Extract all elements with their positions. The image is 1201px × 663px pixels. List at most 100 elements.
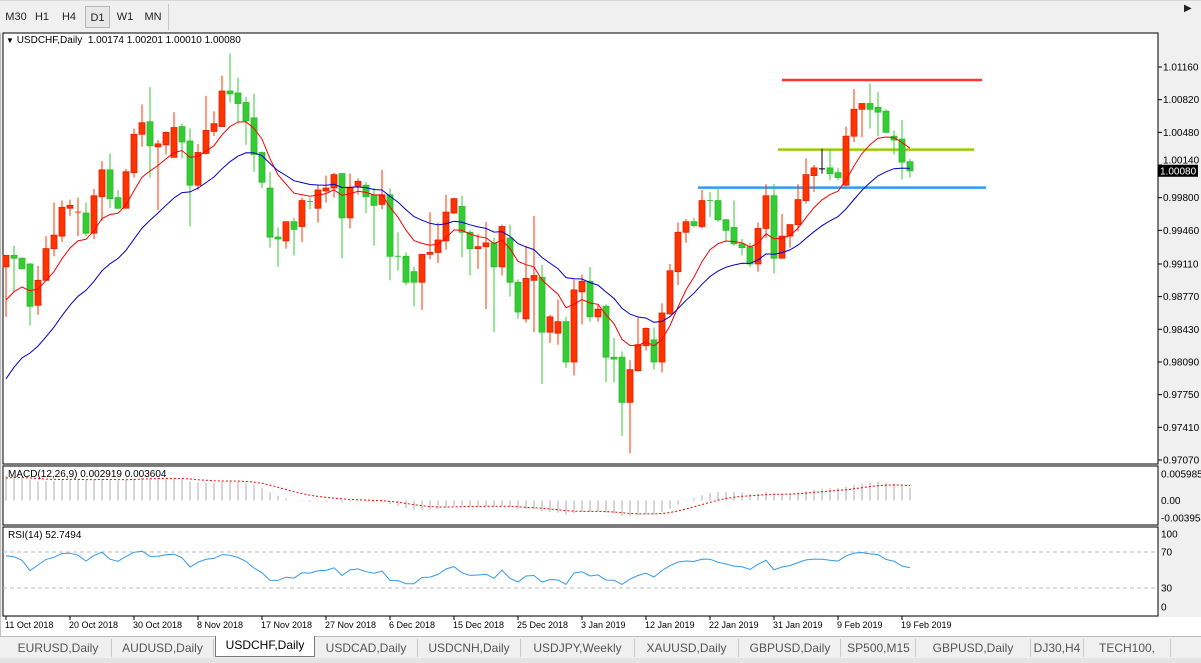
- candle-body: [90, 195, 98, 234]
- chart-tab[interactable]: DJ30,H4: [1031, 639, 1084, 657]
- candle-body: [754, 228, 762, 265]
- candle-body: [522, 277, 530, 320]
- candle-body: [642, 327, 650, 347]
- candle-body: [138, 122, 146, 135]
- macd-legend: MACD(12,26,9) 0.002919 0.003604: [8, 469, 167, 480]
- candle-body: [218, 90, 226, 127]
- candle-body: [714, 200, 722, 221]
- candle-body: [210, 123, 218, 132]
- chart-tab[interactable]: XAUUSD,Daily: [635, 639, 739, 657]
- rsi-tick-label: 100: [1161, 530, 1178, 541]
- rsi-line: [5, 550, 911, 586]
- candle-body: [154, 143, 162, 148]
- chart-tab[interactable]: USDCAD,Daily: [315, 639, 418, 657]
- dropdown-triangle-icon[interactable]: ▼: [6, 36, 14, 45]
- toolbar-divider: [168, 4, 169, 30]
- price-tick-label: 0.97750: [1163, 390, 1200, 401]
- candle-body: [810, 167, 818, 176]
- candle-body: [658, 312, 666, 363]
- candle-body: [170, 127, 178, 158]
- candle-body: [850, 108, 858, 137]
- ohlc-label: 1.00174 1.00201 1.00010 1.00080: [87, 35, 241, 46]
- price-tick-label: 1.01160: [1163, 63, 1199, 74]
- rsi-legend: RSI(14) 52.7494: [8, 530, 82, 541]
- timeframe-h4-button[interactable]: H4: [61, 11, 77, 23]
- timeframe-m30-button[interactable]: M30: [5, 11, 27, 23]
- candle-body: [538, 277, 546, 333]
- candle-body: [874, 106, 882, 113]
- candle-body: [618, 356, 626, 403]
- candle-body: [434, 239, 442, 253]
- price-tick-label: 0.99110: [1163, 259, 1199, 270]
- candle-body: [674, 231, 682, 273]
- candle-body: [634, 344, 642, 372]
- candle-body: [578, 280, 586, 293]
- candle-body: [738, 243, 746, 249]
- chart-canvas[interactable]: 1.01160 1.00820 1.00480 1.00140 0.99800 0.994…: [0, 0, 1201, 636]
- slow-moving-average-line: [5, 152, 911, 380]
- rsi-tick-label: 0: [1161, 603, 1167, 614]
- candle-body: [378, 194, 386, 205]
- candle-body: [234, 92, 242, 104]
- candle-body: [282, 221, 290, 242]
- rsi-tick-label: 30: [1161, 584, 1173, 595]
- candle-body: [490, 242, 498, 268]
- chart-tab[interactable]: EURUSD,Daily: [5, 639, 112, 657]
- status-strip: [0, 658, 1201, 663]
- candle-body: [386, 194, 394, 257]
- candle-body: [426, 252, 434, 255]
- chart-tabs-bar: EURUSD,Daily AUDUSD,Daily USDCHF,Daily USDC…: [0, 636, 1201, 659]
- price-tick-label: 0.97410: [1163, 423, 1200, 434]
- candle-body: [106, 169, 114, 200]
- candle-body: [602, 305, 610, 358]
- candle-body: [882, 110, 890, 133]
- date-tick-label: 19 Feb 2019: [901, 620, 952, 630]
- chart-tab[interactable]: GBPUSD,Daily: [916, 639, 1031, 657]
- chart-tab[interactable]: GBPUSD,Daily: [740, 639, 841, 657]
- candle-body: [770, 195, 778, 259]
- candle-body: [778, 235, 786, 259]
- candle-body: [650, 339, 658, 363]
- candle-body: [514, 281, 522, 313]
- candle-body: [466, 231, 474, 250]
- candle-body: [842, 135, 850, 186]
- chart-tab[interactable]: AUDUSD,Daily: [112, 639, 214, 657]
- chart-tab[interactable]: SP500,M15: [842, 639, 916, 657]
- candle-body: [346, 186, 354, 219]
- candle-body: [442, 211, 450, 242]
- chart-legend: ▼ USDCHF,Daily 1.00174 1.00201 1.00010 1…: [6, 35, 241, 46]
- chart-tab[interactable]: USDCNH,Daily: [418, 639, 521, 657]
- candle-body: [610, 356, 618, 360]
- price-tick-label: 0.98770: [1163, 292, 1200, 303]
- candle-body: [482, 242, 490, 248]
- candle-body: [826, 167, 834, 175]
- date-tick-label: 12 Jan 2019: [645, 620, 695, 630]
- candle-body: [730, 227, 738, 245]
- candle-body: [626, 369, 634, 403]
- candle-body: [418, 253, 426, 283]
- candle-body: [26, 263, 34, 307]
- chart-tab[interactable]: USDCHF,Daily: [215, 636, 315, 657]
- timeframe-w1-button[interactable]: W1: [116, 11, 134, 23]
- candle-body: [202, 130, 210, 154]
- price-tick-label: 1.00140: [1163, 155, 1200, 166]
- rsi-panel: [2, 526, 1159, 617]
- candle-body: [690, 221, 698, 226]
- chart-tab[interactable]: USDJPY,Weekly: [521, 639, 635, 657]
- candle-body: [242, 102, 250, 122]
- timeframe-h1-button[interactable]: H1: [34, 11, 50, 23]
- price-tick-label: 0.99800: [1163, 193, 1200, 204]
- timeframe-mn-button[interactable]: MN: [144, 11, 162, 23]
- chart-tab[interactable]: TECH100,: [1084, 639, 1171, 657]
- candle-body: [130, 133, 138, 174]
- price-tick-label: 1.00820: [1163, 95, 1200, 106]
- date-tick-label: 3 Jan 2019: [581, 620, 626, 630]
- triangle-right-icon[interactable]: ▶: [1184, 3, 1192, 14]
- price-tick-label: 0.98430: [1163, 325, 1200, 336]
- candle-body: [682, 221, 690, 233]
- timeframe-d1-button[interactable]: D1: [85, 6, 110, 28]
- candle-body: [290, 221, 298, 230]
- price-tick-label: 1.00480: [1163, 128, 1200, 139]
- date-tick-label: 27 Nov 2018: [325, 620, 376, 630]
- macd-tick-label: -0.003954: [1161, 514, 1201, 525]
